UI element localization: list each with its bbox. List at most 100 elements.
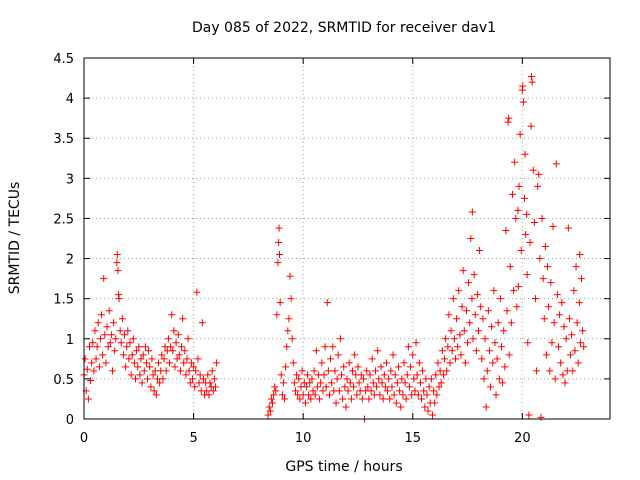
data-point xyxy=(313,383,321,391)
data-point xyxy=(444,343,452,351)
data-point xyxy=(528,78,536,86)
data-point xyxy=(147,383,155,391)
data-point xyxy=(284,327,292,335)
data-point xyxy=(305,391,313,399)
data-point xyxy=(371,367,379,375)
plot-frame xyxy=(83,57,611,420)
data-point xyxy=(490,287,498,295)
data-point xyxy=(377,363,385,371)
data-point xyxy=(279,379,287,387)
data-point xyxy=(528,72,536,80)
data-point xyxy=(145,347,153,355)
data-point xyxy=(537,413,545,421)
data-point xyxy=(424,407,432,415)
data-point xyxy=(190,363,198,371)
x-axis-label: GPS time / hours xyxy=(285,459,402,475)
x-tick-label: 15 xyxy=(404,431,421,446)
data-point xyxy=(554,343,562,351)
data-point xyxy=(485,347,493,355)
data-point xyxy=(541,243,549,251)
data-point xyxy=(366,371,374,379)
data-point xyxy=(542,351,550,359)
data-point xyxy=(128,351,136,359)
data-point xyxy=(155,359,163,367)
data-point xyxy=(94,319,102,327)
data-point xyxy=(396,387,404,395)
data-point xyxy=(492,391,500,399)
data-point xyxy=(472,347,480,355)
data-point xyxy=(386,395,394,403)
data-point xyxy=(436,367,444,375)
data-point xyxy=(205,391,213,399)
data-point xyxy=(183,355,191,363)
data-point xyxy=(530,218,538,226)
data-point xyxy=(274,259,282,267)
data-point xyxy=(93,343,101,351)
data-point xyxy=(423,391,431,399)
data-point xyxy=(534,182,542,190)
data-point xyxy=(136,371,144,379)
data-point xyxy=(278,391,286,399)
data-point xyxy=(567,351,575,359)
data-point xyxy=(529,166,537,174)
data-point xyxy=(188,375,196,383)
data-point xyxy=(462,307,470,315)
data-point xyxy=(523,210,531,218)
data-point xyxy=(580,343,588,351)
data-point xyxy=(522,230,530,238)
data-point xyxy=(331,367,339,375)
data-point xyxy=(320,371,328,379)
data-point xyxy=(507,319,515,327)
data-point xyxy=(455,287,463,295)
x-tick-label: 5 xyxy=(189,431,197,446)
data-point xyxy=(398,375,406,383)
data-point xyxy=(142,359,150,367)
data-point xyxy=(268,399,276,407)
data-point xyxy=(106,339,114,347)
data-point xyxy=(110,319,118,327)
data-point xyxy=(165,359,173,367)
data-point xyxy=(298,367,306,375)
data-point xyxy=(346,379,354,387)
data-point xyxy=(495,375,503,383)
data-point xyxy=(453,315,461,323)
data-point xyxy=(521,150,529,158)
data-point xyxy=(344,387,352,395)
data-point xyxy=(339,395,347,403)
data-point xyxy=(392,399,400,407)
data-point xyxy=(437,379,445,387)
y-axis-label: SRMTID / TECUs xyxy=(7,182,23,295)
data-point xyxy=(379,395,387,403)
y-tick-label: 4 xyxy=(66,92,74,107)
data-point xyxy=(399,391,407,399)
data-point xyxy=(267,395,275,403)
data-point xyxy=(283,343,291,351)
data-point xyxy=(447,327,455,335)
data-point xyxy=(533,367,541,375)
y-tick-label: 1 xyxy=(66,333,74,348)
data-point xyxy=(312,347,320,355)
data-point xyxy=(275,239,283,247)
data-point xyxy=(572,263,580,271)
data-point xyxy=(164,335,172,343)
data-point xyxy=(127,371,135,379)
data-point xyxy=(185,367,193,375)
data-point xyxy=(558,299,566,307)
data-point xyxy=(119,351,127,359)
data-point xyxy=(335,387,343,395)
grid-lines xyxy=(84,58,610,419)
data-point xyxy=(84,395,92,403)
data-point xyxy=(112,335,120,343)
data-point xyxy=(393,379,401,387)
data-point xyxy=(328,379,336,387)
data-point xyxy=(304,371,312,379)
data-point xyxy=(296,395,304,403)
data-point xyxy=(468,295,476,303)
data-point xyxy=(364,383,372,391)
data-point xyxy=(290,379,298,387)
data-point xyxy=(503,307,511,315)
data-point xyxy=(410,375,418,383)
data-point xyxy=(104,343,112,351)
data-point xyxy=(353,391,361,399)
data-point xyxy=(141,343,149,351)
